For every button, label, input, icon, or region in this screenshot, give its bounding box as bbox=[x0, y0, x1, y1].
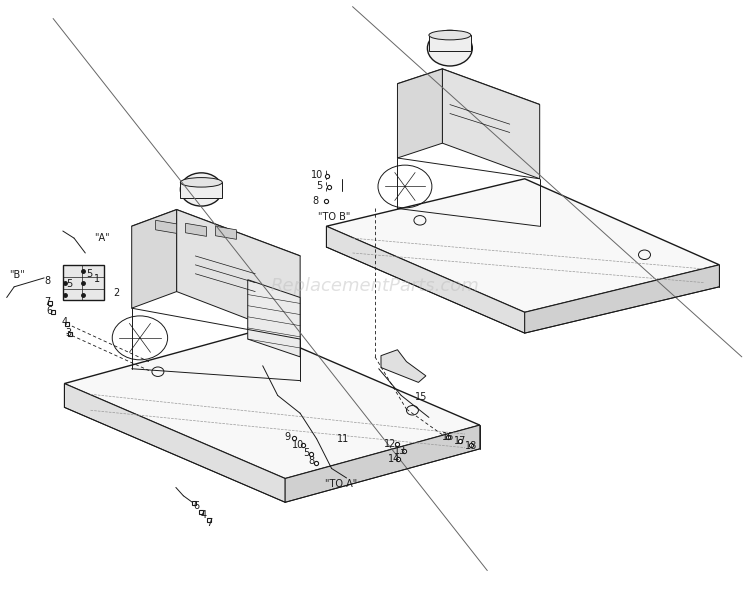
Polygon shape bbox=[215, 226, 236, 239]
Text: "B": "B" bbox=[9, 270, 25, 280]
Text: 13: 13 bbox=[394, 446, 406, 456]
Text: 4: 4 bbox=[200, 511, 207, 521]
Polygon shape bbox=[156, 220, 176, 233]
Text: 18: 18 bbox=[466, 441, 478, 451]
Polygon shape bbox=[132, 209, 300, 274]
Text: 5: 5 bbox=[303, 448, 309, 458]
Circle shape bbox=[427, 30, 472, 66]
Polygon shape bbox=[176, 209, 300, 339]
Text: 16: 16 bbox=[442, 432, 454, 442]
Text: 5: 5 bbox=[316, 181, 322, 191]
Text: 5: 5 bbox=[86, 269, 92, 278]
Polygon shape bbox=[132, 209, 176, 308]
Polygon shape bbox=[326, 226, 525, 333]
Text: 6: 6 bbox=[46, 306, 53, 316]
Text: 8: 8 bbox=[45, 276, 51, 286]
Text: 4: 4 bbox=[62, 317, 68, 327]
Text: 12: 12 bbox=[384, 439, 396, 449]
Text: 9: 9 bbox=[284, 432, 290, 442]
Polygon shape bbox=[64, 330, 480, 478]
Text: 3: 3 bbox=[65, 327, 71, 337]
Polygon shape bbox=[398, 69, 442, 158]
Text: 1: 1 bbox=[94, 274, 100, 283]
Text: "A": "A" bbox=[94, 233, 110, 243]
Polygon shape bbox=[429, 35, 471, 51]
Polygon shape bbox=[398, 69, 540, 120]
Text: 10: 10 bbox=[310, 170, 322, 180]
Text: 6: 6 bbox=[194, 502, 200, 512]
Polygon shape bbox=[63, 265, 104, 300]
Circle shape bbox=[180, 173, 222, 206]
Text: "TO B": "TO B" bbox=[318, 212, 350, 223]
Text: 14: 14 bbox=[388, 454, 400, 464]
Ellipse shape bbox=[429, 30, 471, 40]
Text: 10: 10 bbox=[292, 440, 304, 450]
Text: 11: 11 bbox=[338, 434, 350, 444]
Text: 8: 8 bbox=[312, 196, 318, 206]
Text: 2: 2 bbox=[113, 288, 120, 298]
Text: "TO A": "TO A" bbox=[326, 479, 358, 489]
Text: ReplacementParts.com: ReplacementParts.com bbox=[271, 277, 479, 295]
Text: 5: 5 bbox=[67, 280, 73, 289]
Polygon shape bbox=[525, 265, 719, 333]
Text: 7: 7 bbox=[44, 298, 50, 307]
Text: 8: 8 bbox=[308, 456, 314, 466]
Text: 17: 17 bbox=[454, 436, 466, 446]
Polygon shape bbox=[285, 425, 480, 502]
Ellipse shape bbox=[180, 177, 222, 187]
Polygon shape bbox=[326, 178, 719, 312]
Polygon shape bbox=[248, 280, 300, 357]
Polygon shape bbox=[185, 223, 206, 236]
Polygon shape bbox=[381, 350, 426, 383]
Polygon shape bbox=[180, 182, 222, 198]
Polygon shape bbox=[64, 384, 285, 502]
Text: 15: 15 bbox=[416, 392, 428, 402]
Polygon shape bbox=[442, 69, 540, 178]
Text: 7: 7 bbox=[206, 518, 213, 528]
